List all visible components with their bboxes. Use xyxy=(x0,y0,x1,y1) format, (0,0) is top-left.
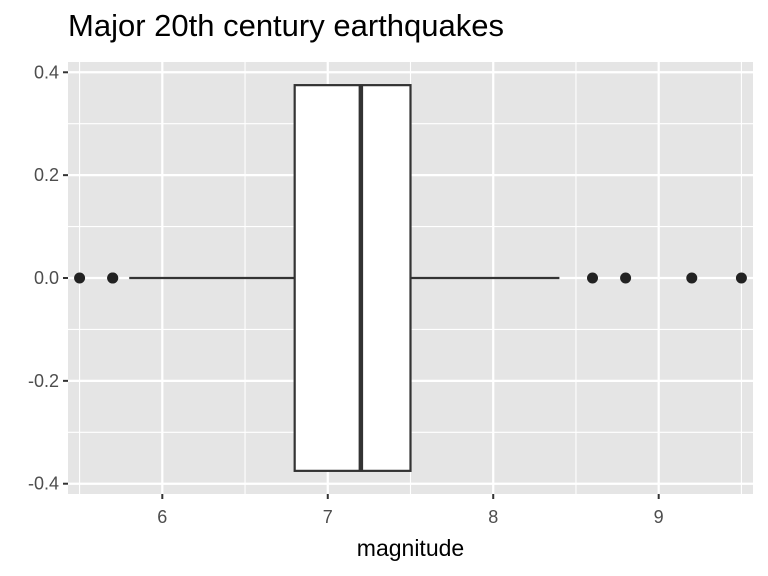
y-axis: -0.4 -0.2 0.0 0.2 0.4 xyxy=(28,62,68,494)
outlier-point xyxy=(686,272,698,284)
y-tick-label: 0.2 xyxy=(34,165,59,185)
y-tick-label: 0.4 xyxy=(34,62,59,82)
outlier-point xyxy=(620,272,632,284)
y-tick-label: -0.4 xyxy=(28,474,59,494)
x-tick-label: 7 xyxy=(323,507,333,527)
x-tick-label: 8 xyxy=(488,507,498,527)
outlier-point xyxy=(74,272,86,284)
outlier-point xyxy=(107,272,119,284)
y-tick-label: -0.2 xyxy=(28,371,59,391)
y-tick-label: 0.0 xyxy=(34,268,59,288)
x-tick-label: 6 xyxy=(157,507,167,527)
boxplot xyxy=(129,84,560,472)
x-axis: 6 7 8 9 xyxy=(157,494,664,527)
outlier-point xyxy=(587,272,599,284)
x-axis-title: magnitude xyxy=(357,535,464,561)
outlier-points xyxy=(74,272,747,284)
x-tick-label: 9 xyxy=(654,507,664,527)
interquartile-box xyxy=(293,84,412,472)
outlier-point xyxy=(735,272,747,284)
chart-title: Major 20th century earthquakes xyxy=(68,8,504,43)
